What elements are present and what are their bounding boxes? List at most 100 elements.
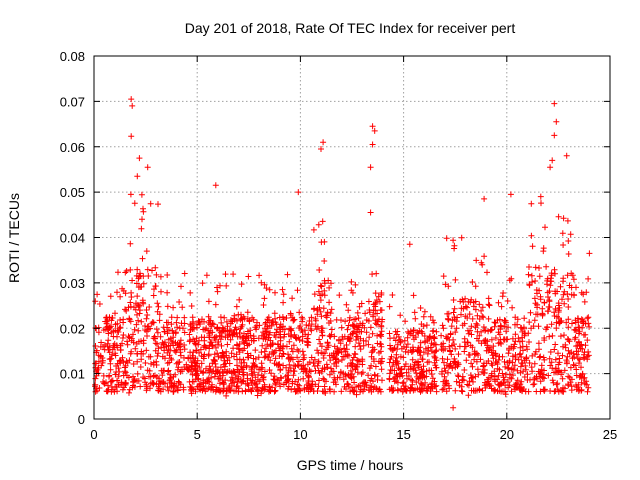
- data-point: [256, 272, 263, 279]
- data-point: [245, 354, 252, 361]
- data-point: [447, 331, 454, 338]
- data-point: [303, 385, 310, 392]
- data-point: [560, 242, 567, 248]
- data-point: [540, 354, 547, 361]
- data-point: [443, 235, 450, 242]
- data-point: [402, 318, 409, 325]
- data-point: [154, 353, 161, 359]
- data-point: [505, 324, 512, 331]
- data-point: [514, 377, 521, 384]
- data-point: [142, 360, 149, 366]
- data-point: [349, 384, 356, 391]
- data-point: [365, 298, 372, 305]
- data-point: [316, 377, 322, 384]
- data-point: [443, 378, 450, 385]
- data-point: [201, 334, 208, 341]
- data-point: [318, 146, 324, 152]
- data-point: [321, 365, 328, 371]
- data-point: [287, 310, 294, 317]
- data-point: [196, 383, 202, 390]
- data-point: [539, 305, 546, 312]
- data-point: [565, 316, 572, 323]
- data-point: [327, 386, 333, 393]
- data-point: [350, 388, 357, 395]
- data-point: [507, 191, 514, 198]
- data-point: [316, 267, 323, 273]
- data-point: [552, 270, 558, 277]
- data-point: [114, 344, 121, 351]
- data-point: [433, 388, 440, 395]
- data-point: [228, 350, 235, 357]
- data-point: [261, 295, 268, 302]
- data-point: [551, 309, 558, 316]
- data-point: [144, 312, 151, 318]
- data-point: [433, 328, 440, 335]
- data-point: [309, 378, 316, 385]
- data-point: [287, 326, 294, 333]
- data-point: [291, 331, 298, 338]
- data-point: [126, 357, 133, 364]
- data-point: [578, 289, 585, 296]
- data-point: [526, 360, 533, 366]
- data-point: [248, 364, 255, 371]
- data-point: [573, 366, 580, 373]
- data-point: [142, 323, 148, 329]
- data-point: [306, 318, 313, 324]
- data-point: [262, 319, 269, 326]
- data-point: [476, 301, 483, 308]
- data-point: [532, 348, 539, 355]
- data-point: [103, 324, 110, 331]
- data-point: [217, 364, 224, 371]
- axes: [93, 55, 611, 420]
- data-point: [540, 371, 547, 378]
- data-point: [564, 291, 571, 297]
- data-point: [323, 378, 329, 385]
- data-point: [280, 291, 287, 298]
- data-point: [92, 375, 99, 382]
- data-point: [374, 332, 381, 339]
- data-point: [117, 317, 124, 323]
- data-point: [499, 353, 506, 360]
- data-point: [524, 377, 531, 383]
- data-point: [468, 387, 475, 394]
- data-point: [333, 381, 339, 388]
- data-point: [163, 319, 170, 326]
- data-point: [111, 340, 118, 347]
- data-point: [539, 374, 546, 381]
- data-point: [112, 310, 118, 317]
- data-point: [358, 300, 365, 307]
- data-point: [114, 320, 121, 327]
- data-point: [580, 331, 587, 338]
- data-point: [555, 315, 562, 321]
- data-point: [317, 282, 324, 289]
- data-point: [192, 341, 199, 348]
- data-point: [518, 325, 525, 331]
- data-point: [197, 346, 204, 353]
- data-point: [173, 319, 180, 326]
- data-point: [556, 319, 563, 326]
- y-tick-label: 0.04: [60, 231, 85, 246]
- data-point: [391, 378, 398, 385]
- data-point: [341, 345, 348, 352]
- data-point: [321, 258, 328, 264]
- data-point: [153, 362, 160, 368]
- data-point: [512, 386, 519, 393]
- data-point: [223, 282, 230, 289]
- data-point: [468, 296, 475, 303]
- data-point: [320, 305, 327, 312]
- data-point: [417, 349, 424, 355]
- data-point: [294, 362, 301, 368]
- data-point: [502, 363, 509, 370]
- data-point: [164, 303, 171, 310]
- data-point: [131, 326, 138, 333]
- data-point: [395, 333, 402, 340]
- data-point: [119, 285, 126, 292]
- data-point: [583, 378, 590, 385]
- data-point: [223, 318, 230, 325]
- data-point: [450, 237, 457, 244]
- data-point: [259, 385, 266, 392]
- data-point: [472, 351, 479, 358]
- data-point: [375, 293, 382, 300]
- data-point: [209, 343, 216, 350]
- data-point: [238, 323, 245, 330]
